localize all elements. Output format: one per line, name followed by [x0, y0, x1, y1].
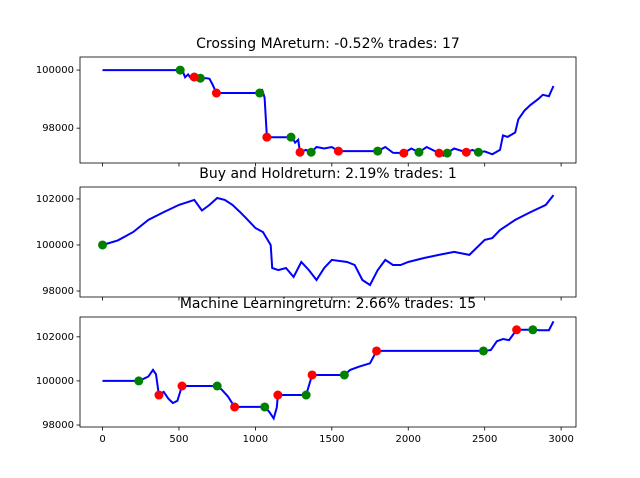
x-tick-label: 3000 [548, 434, 573, 445]
y-tick-label: 100000 [36, 376, 74, 387]
trade-marker [177, 381, 187, 391]
trade-marker [307, 370, 317, 380]
trade-marker [478, 346, 488, 356]
trade-marker [211, 88, 221, 98]
trade-marker [414, 147, 424, 157]
y-tick-label: 102000 [36, 194, 74, 205]
trade-marker [98, 240, 108, 250]
trade-marker [230, 402, 240, 412]
trade-marker [306, 147, 316, 157]
y-tick-label: 98000 [42, 420, 74, 431]
trade-marker [134, 376, 144, 386]
x-tick-label: 2500 [472, 434, 497, 445]
price-line [102, 320, 555, 421]
trade-marker [339, 370, 349, 380]
trade-marker [212, 381, 222, 391]
y-tick-label: 102000 [36, 332, 74, 343]
y-tick-label: 98000 [42, 286, 74, 297]
trade-marker [154, 390, 164, 400]
trade-marker [262, 132, 272, 142]
subplot-title: Crossing MAreturn: -0.52% trades: 17 [196, 36, 460, 52]
axes-frame [79, 186, 577, 298]
trade-marker [399, 148, 409, 158]
trade-marker [301, 390, 311, 400]
x-tick-label: 500 [169, 434, 188, 445]
subplot-title: Machine Learningreturn: 2.66% trades: 15 [180, 296, 476, 312]
x-tick-label: 2000 [396, 434, 421, 445]
x-tick-label: 0 [99, 434, 105, 445]
trade-marker [260, 402, 270, 412]
y-tick-label: 100000 [36, 240, 74, 251]
x-tick-label: 1500 [319, 434, 344, 445]
trade-marker [461, 147, 471, 157]
subplot-title: Buy and Holdreturn: 2.19% trades: 1 [199, 166, 456, 182]
trade-marker [442, 148, 452, 158]
axes-frame [79, 316, 577, 428]
trade-marker [434, 148, 444, 158]
x-tick-label: 1000 [243, 434, 268, 445]
trade-marker [373, 146, 383, 156]
trade-marker [473, 147, 483, 157]
price-line [102, 194, 555, 287]
y-tick-label: 100000 [36, 65, 74, 76]
trade-marker [295, 147, 305, 157]
trade-marker [286, 132, 296, 142]
axes-frame [79, 56, 577, 164]
trade-marker [189, 72, 199, 82]
trade-marker [333, 146, 343, 156]
trade-marker [512, 325, 522, 335]
trade-marker [372, 346, 382, 356]
trade-marker [273, 390, 283, 400]
y-tick-label: 98000 [42, 123, 74, 134]
trade-marker [255, 88, 265, 98]
trade-marker [528, 325, 538, 335]
trade-marker [175, 65, 185, 75]
price-line [102, 68, 555, 157]
